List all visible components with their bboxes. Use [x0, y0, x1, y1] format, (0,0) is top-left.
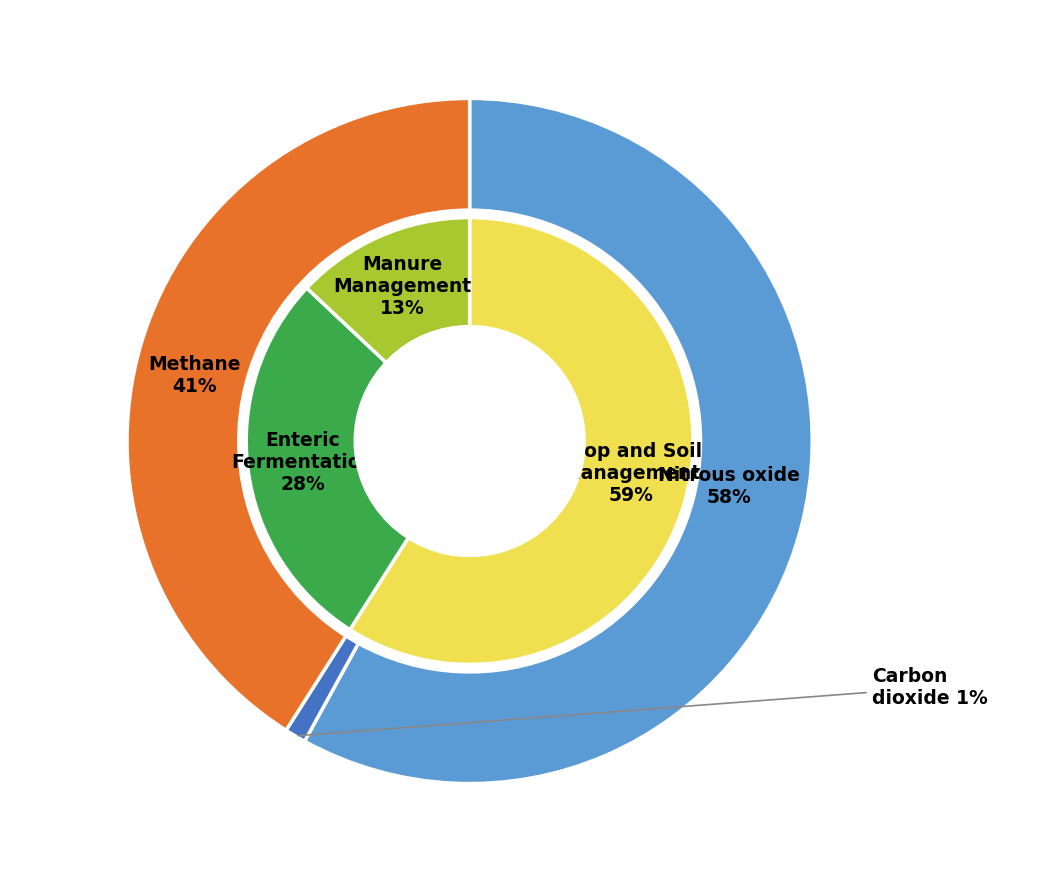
Circle shape	[354, 325, 585, 557]
Wedge shape	[350, 218, 693, 664]
Wedge shape	[307, 218, 470, 363]
Wedge shape	[305, 99, 812, 783]
Text: Methane
41%: Methane 41%	[148, 355, 241, 396]
Text: Enteric
Fermentation
28%: Enteric Fermentation 28%	[231, 430, 374, 494]
Text: Crop and Soil
Management
59%: Crop and Soil Management 59%	[561, 442, 702, 505]
Text: Manure
Management
13%: Manure Management 13%	[333, 255, 472, 318]
Text: Carbon
dioxide 1%: Carbon dioxide 1%	[298, 668, 988, 736]
Wedge shape	[286, 636, 358, 741]
Wedge shape	[246, 288, 409, 630]
Text: Nitrous oxide
58%: Nitrous oxide 58%	[658, 466, 800, 507]
Wedge shape	[127, 99, 470, 730]
